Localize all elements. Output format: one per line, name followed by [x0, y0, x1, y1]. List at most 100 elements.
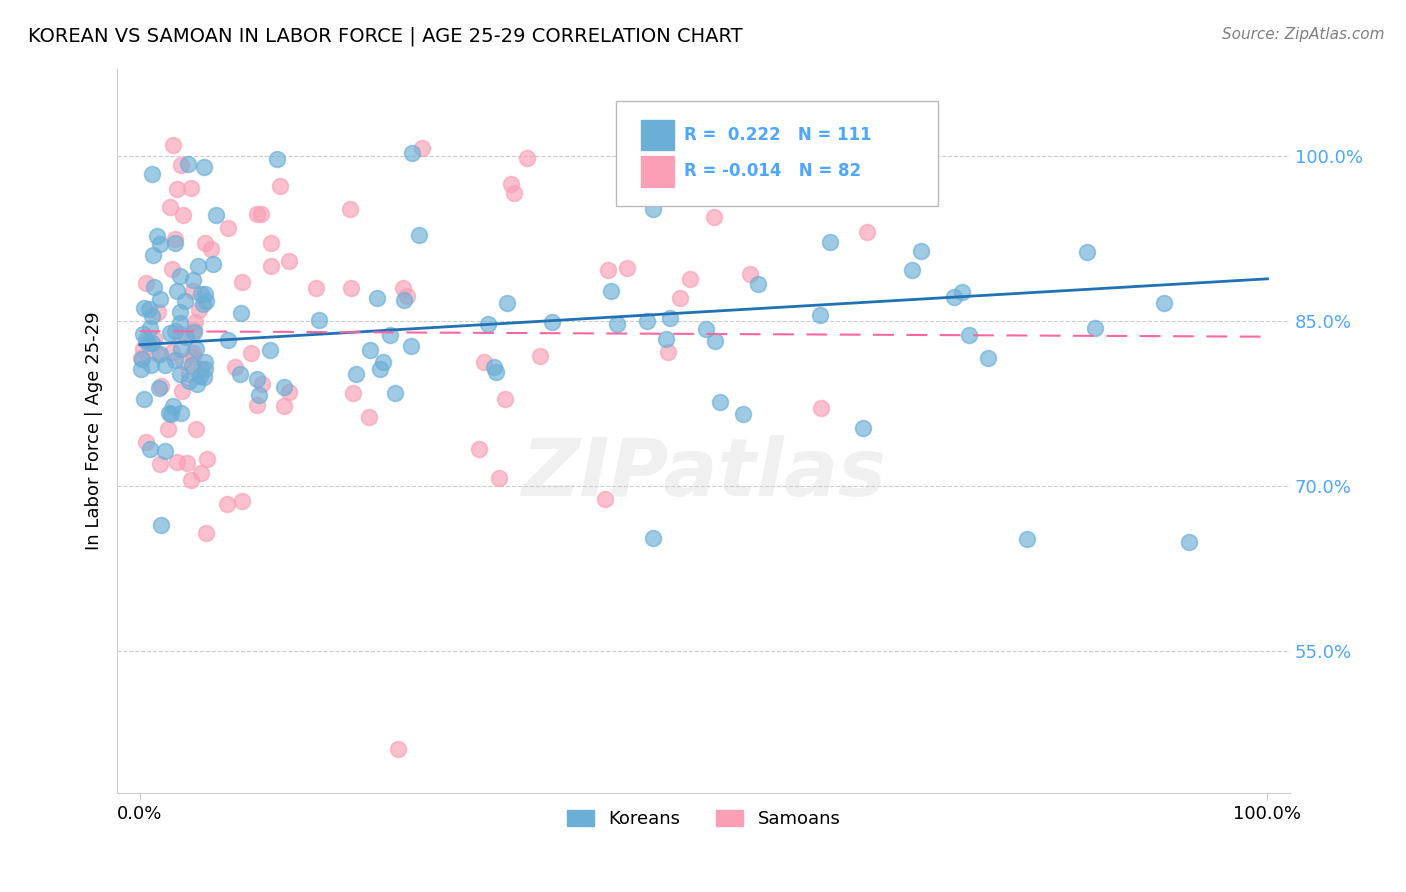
Point — [195, 526, 218, 541]
Point — [193, 370, 215, 384]
Point — [162, 399, 184, 413]
Point — [747, 277, 769, 291]
Point — [240, 345, 263, 359]
Point — [231, 275, 253, 289]
Point — [957, 327, 980, 342]
Point — [593, 492, 616, 507]
Point — [139, 320, 162, 334]
Point — [229, 306, 252, 320]
Point — [339, 281, 361, 295]
Point — [184, 422, 207, 436]
Point — [149, 379, 172, 393]
Point — [977, 351, 1000, 366]
Point — [229, 368, 252, 382]
Point — [148, 304, 170, 318]
Point — [201, 257, 224, 271]
Point — [181, 350, 204, 364]
Point — [488, 471, 510, 485]
Point — [808, 308, 831, 322]
Point — [142, 248, 165, 262]
Point — [132, 301, 155, 315]
Point — [695, 322, 717, 336]
Point — [641, 202, 664, 217]
Point — [392, 281, 415, 295]
Text: R =  0.222   N = 111: R = 0.222 N = 111 — [683, 126, 872, 145]
FancyBboxPatch shape — [616, 101, 938, 206]
Point — [135, 276, 157, 290]
Point — [142, 333, 165, 347]
Bar — [641, 156, 675, 186]
Point — [606, 318, 628, 332]
Point — [703, 210, 725, 224]
Point — [709, 395, 731, 409]
Point — [159, 326, 181, 340]
Point — [738, 267, 761, 281]
Point — [901, 263, 924, 277]
Point — [516, 151, 538, 165]
Point — [273, 380, 295, 394]
Point — [136, 336, 159, 351]
Point — [273, 399, 295, 413]
Point — [138, 302, 160, 317]
Point — [165, 235, 187, 250]
Point — [1076, 244, 1098, 259]
Point — [181, 284, 204, 298]
Point — [129, 351, 152, 365]
Point — [217, 497, 239, 511]
Text: KOREAN VS SAMOAN IN LABOR FORCE | AGE 25-29 CORRELATION CHART: KOREAN VS SAMOAN IN LABOR FORCE | AGE 25… — [28, 27, 742, 46]
Point — [129, 362, 152, 376]
Point — [131, 351, 153, 366]
Point — [190, 362, 212, 376]
Point — [141, 167, 163, 181]
Point — [249, 388, 271, 402]
Point — [174, 329, 197, 343]
Point — [371, 355, 394, 369]
Point — [1177, 535, 1199, 549]
Point — [658, 310, 681, 325]
Point — [368, 362, 391, 376]
Point — [134, 392, 156, 406]
Point — [342, 386, 364, 401]
Point — [173, 293, 195, 308]
Point — [148, 237, 170, 252]
Point — [169, 367, 191, 381]
Point — [399, 338, 422, 352]
Point — [184, 342, 207, 356]
Point — [277, 254, 299, 268]
Point — [503, 186, 526, 200]
Point — [141, 310, 163, 324]
Point — [139, 442, 162, 457]
Point — [176, 157, 198, 171]
Point — [1153, 296, 1175, 310]
Point — [195, 452, 218, 467]
Point — [411, 140, 433, 154]
Point — [166, 455, 188, 469]
Point — [1084, 321, 1107, 335]
Point — [170, 342, 193, 356]
Point — [217, 333, 239, 347]
Point — [472, 355, 495, 369]
Point — [200, 242, 222, 256]
Point — [165, 232, 187, 246]
Point — [308, 313, 330, 327]
Text: R = -0.014   N = 82: R = -0.014 N = 82 — [683, 162, 860, 180]
Point — [366, 291, 388, 305]
Point — [169, 269, 191, 284]
Point — [396, 289, 419, 303]
Point — [186, 377, 208, 392]
Point — [169, 305, 191, 319]
Point — [260, 259, 283, 273]
Point — [468, 442, 491, 456]
Point — [166, 284, 188, 298]
Point — [194, 362, 217, 376]
Point — [170, 384, 193, 399]
Point — [170, 406, 193, 420]
Point — [159, 200, 181, 214]
Point — [169, 317, 191, 331]
Point — [529, 349, 551, 363]
Point — [135, 435, 157, 450]
Point — [616, 260, 638, 275]
Point — [149, 347, 172, 361]
Y-axis label: In Labor Force | Age 25-29: In Labor Force | Age 25-29 — [86, 311, 103, 550]
Point — [852, 421, 875, 435]
